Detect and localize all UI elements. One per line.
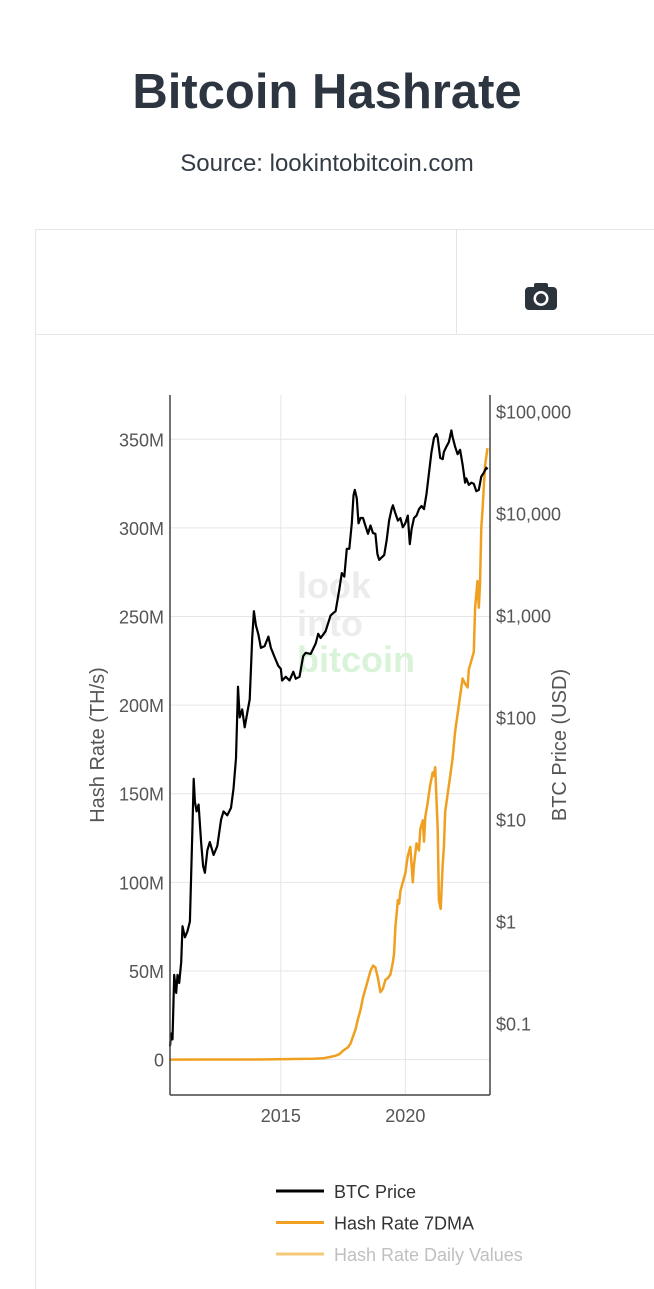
y-left-tick-label: 250M [119, 608, 164, 628]
legend-label: BTC Price [334, 1182, 416, 1202]
series-hash-rate-7dma [169, 448, 489, 1061]
y-left-tick-label: 150M [119, 785, 164, 805]
page-title: Bitcoin Hashrate [132, 65, 522, 119]
camera-icon [525, 283, 557, 310]
watermark-look: look [297, 565, 372, 606]
toolbar-divider [456, 230, 457, 335]
y-right-tick-label: $0.1 [496, 1015, 531, 1035]
series-btc-price [168, 429, 489, 1047]
y-left-tick-label: 200M [119, 696, 164, 716]
legend: BTC Price Hash Rate 7DMA Hash Rate Daily V… [276, 1182, 523, 1265]
legend-label: Hash Rate Daily Values [334, 1245, 523, 1265]
y-left-tick-label: 0 [154, 1051, 164, 1071]
y-left-axis-label: Hash Rate (TH/s) [87, 667, 109, 823]
y-right-axis-label: BTC Price (USD) [549, 669, 571, 821]
y-right-tick-label: $100 [496, 708, 536, 728]
x-tick-label: 2020 [385, 1106, 425, 1126]
grid-lines [170, 395, 490, 1095]
legend-label: Hash Rate 7DMA [334, 1214, 474, 1234]
watermark: look into bitcoin [297, 565, 415, 680]
watermark-bitcoin: bitcoin [297, 639, 415, 680]
y-right-tick-label: $10,000 [496, 504, 561, 524]
x-tick-label: 2015 [261, 1106, 301, 1126]
series-layer [168, 429, 489, 1061]
y-left-tick-label: 350M [119, 430, 164, 450]
y-left-tick-label: 100M [119, 873, 164, 893]
chart-toolbar [36, 230, 654, 335]
axes: 0 50M 100M 150M 200M 250M 300M 350M $0.1 $1 $10 $10… [119, 395, 571, 1126]
chart-card [35, 229, 654, 1289]
y-right-tick-label: $10 [496, 810, 526, 830]
page-source: Source: lookintobitcoin.com [180, 150, 474, 177]
y-right-tick-label: $100,000 [496, 402, 571, 422]
y-right-tick-label: $1 [496, 913, 516, 933]
y-right-tick-label: $1,000 [496, 606, 551, 626]
watermark-into: into [297, 603, 363, 644]
y-left-tick-label: 50M [129, 962, 164, 982]
download-image-button[interactable] [521, 280, 561, 314]
y-left-tick-label: 300M [119, 519, 164, 539]
